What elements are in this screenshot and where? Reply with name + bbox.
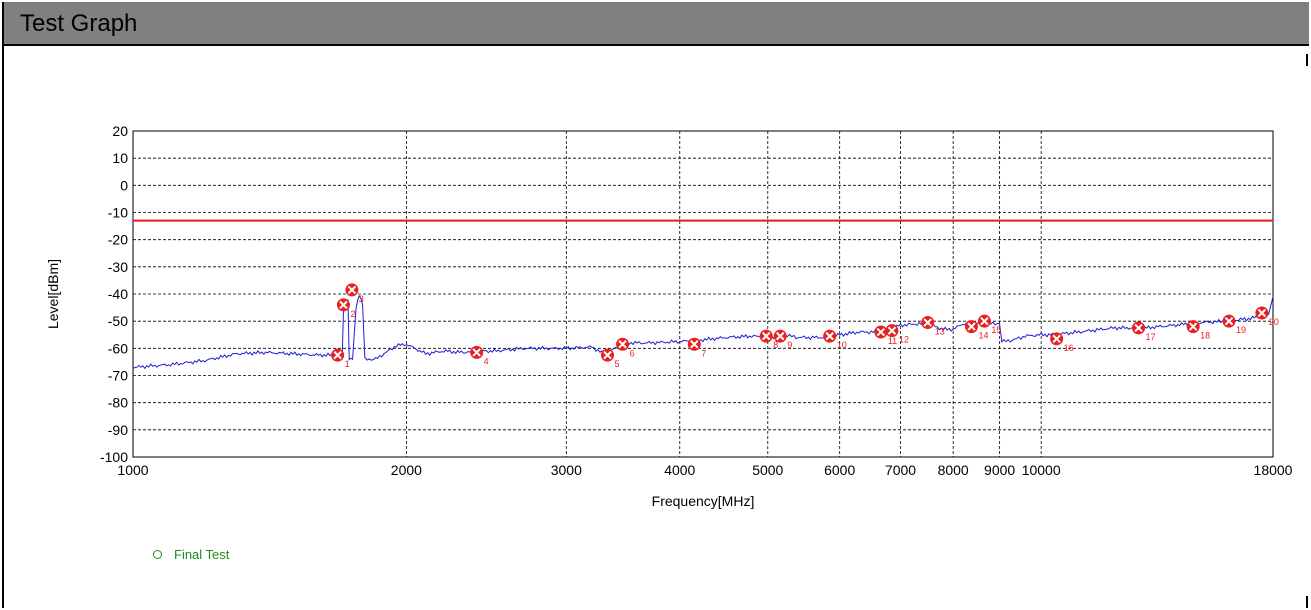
legend-label: Final Test xyxy=(174,547,230,562)
marker-label: 16 xyxy=(1064,343,1074,353)
marker-cross xyxy=(618,340,627,349)
x-tick-label: 2000 xyxy=(391,462,422,478)
marker-cross xyxy=(1257,308,1267,318)
marker-11: 11 xyxy=(874,325,897,346)
marker-17: 17 xyxy=(1132,321,1156,342)
marker-cross xyxy=(825,331,834,341)
series-line xyxy=(132,294,1274,370)
y-tick-label: -30 xyxy=(108,259,128,275)
marker-9: 9 xyxy=(773,329,792,350)
marker-cross xyxy=(339,300,348,310)
y-tick-label: 10 xyxy=(112,150,128,166)
x-tick-label: 6000 xyxy=(824,462,855,478)
marker-cross xyxy=(1224,316,1234,326)
y-tick-label: -60 xyxy=(108,340,128,356)
marker-cross xyxy=(690,340,699,349)
x-tick-label: 4000 xyxy=(664,462,695,478)
marker-cross xyxy=(333,350,342,360)
marker-label: 20 xyxy=(1269,317,1279,327)
marker-cross xyxy=(761,331,771,341)
marker-cross xyxy=(923,318,932,327)
panel-edge-mark-bottom xyxy=(1306,596,1308,608)
y-tick-label: -50 xyxy=(108,313,128,329)
marker-label: 12 xyxy=(899,335,909,345)
x-tick-label: 10000 xyxy=(1022,462,1061,478)
panel-header: Test Graph xyxy=(4,2,1309,46)
marker-label: 10 xyxy=(837,340,847,350)
marker-12: 12 xyxy=(885,324,909,345)
marker-cross xyxy=(876,327,886,337)
marker-7: 7 xyxy=(687,337,706,358)
y-tick-label: -40 xyxy=(108,286,128,302)
marker-cross xyxy=(887,326,897,335)
marker-3: 3 xyxy=(345,283,364,304)
marker-label: 13 xyxy=(935,327,945,337)
marker-10: 10 xyxy=(823,329,847,350)
marker-16: 16 xyxy=(1050,332,1074,353)
marker-1: 1 xyxy=(331,348,350,369)
legend-circle-icon xyxy=(153,550,162,559)
marker-14: 14 xyxy=(964,320,988,341)
marker-label: 14 xyxy=(978,331,988,341)
y-tick-label: -20 xyxy=(108,232,128,248)
marker-label: 2 xyxy=(350,309,355,319)
y-tick-label: -10 xyxy=(108,205,128,221)
marker-cross xyxy=(1188,322,1198,331)
legend[interactable]: Final Test xyxy=(153,547,229,562)
y-tick-label: -100 xyxy=(100,449,128,465)
marker-label: 8 xyxy=(773,340,778,350)
marker-cross xyxy=(347,285,357,295)
plot-frame xyxy=(132,130,1274,458)
y-axis-label: Level[dBm] xyxy=(45,259,61,329)
panel-edge-mark-top xyxy=(1306,54,1308,66)
marker-cross xyxy=(980,316,989,326)
marker-cross xyxy=(472,348,481,357)
marker-13: 13 xyxy=(921,316,945,337)
marker-20: 20 xyxy=(1255,306,1279,327)
marker-15: 15 xyxy=(977,314,1001,335)
panel-title: Test Graph xyxy=(20,10,138,37)
marker-label: 19 xyxy=(1236,325,1246,335)
x-tick-label: 7000 xyxy=(885,462,916,478)
marker-8: 8 xyxy=(759,329,778,350)
marker-label: 11 xyxy=(888,336,897,346)
marker-4: 4 xyxy=(470,345,489,366)
marker-cross xyxy=(1052,334,1061,344)
marker-label: 7 xyxy=(701,348,706,358)
x-tick-label: 5000 xyxy=(752,462,783,478)
marker-label: 4 xyxy=(484,356,489,366)
marker-label: 5 xyxy=(614,359,619,369)
y-tick-label: -80 xyxy=(108,395,128,411)
x-tick-label: 8000 xyxy=(938,462,969,478)
marker-label: 9 xyxy=(787,340,792,350)
marker-label: 17 xyxy=(1146,332,1156,342)
marker-label: 15 xyxy=(991,325,1001,335)
marker-18: 18 xyxy=(1186,320,1210,341)
marker-19: 19 xyxy=(1222,314,1246,335)
y-tick-label: -70 xyxy=(108,368,128,384)
x-tick-label: 1000 xyxy=(117,462,148,478)
marker-cross xyxy=(603,350,612,360)
x-tick-label: 3000 xyxy=(551,462,582,478)
marker-cross xyxy=(967,322,976,331)
marker-label: 18 xyxy=(1200,331,1210,341)
marker-2: 2 xyxy=(336,298,355,319)
marker-cross xyxy=(775,331,785,341)
marker-cross xyxy=(1134,323,1143,333)
y-tick-label: 20 xyxy=(112,123,128,139)
x-tick-label: 9000 xyxy=(984,462,1015,478)
marker-label: 3 xyxy=(359,294,364,304)
x-tick-label: 18000 xyxy=(1254,462,1293,478)
marker-label: 1 xyxy=(345,359,350,369)
marker-label: 6 xyxy=(630,348,635,358)
y-tick-label: -90 xyxy=(108,422,128,438)
marker-6: 6 xyxy=(616,337,635,358)
y-tick-label: 0 xyxy=(120,177,128,193)
x-axis-label: Frequency[MHz] xyxy=(652,493,755,509)
marker-5: 5 xyxy=(600,348,619,369)
